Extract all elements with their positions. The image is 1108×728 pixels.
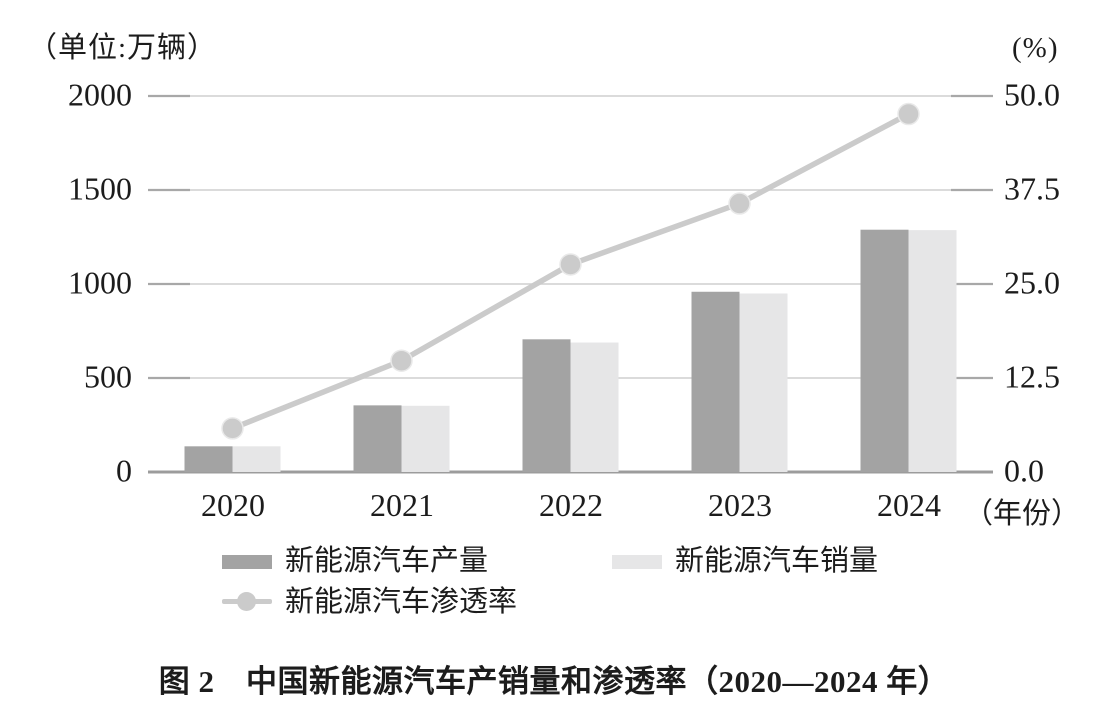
- right-axis-tick-12-5: 12.5: [1004, 358, 1060, 395]
- x-axis-label-2020: 2020: [201, 487, 265, 523]
- legend-label-production: 新能源汽车产量: [285, 545, 489, 577]
- left-axis-tick-1500: 1500: [68, 170, 132, 207]
- x-axis-label-2022: 2022: [539, 487, 603, 523]
- left-axis-tick-500: 500: [84, 358, 132, 395]
- legend-swatch-sales: [612, 555, 662, 569]
- right-axis-tick-25: 25.0: [1004, 264, 1060, 301]
- penetration-marker-2020: [221, 417, 244, 440]
- sales-bar-2021: [401, 405, 450, 472]
- sales-bar-2020: [232, 446, 281, 472]
- sales-bar-2024: [908, 230, 957, 472]
- x-axis-unit-label: （年份）: [964, 498, 1081, 530]
- legend-marker-penetration: [237, 592, 256, 611]
- right-axis-tick-50: 50.0: [1004, 76, 1060, 113]
- right-axis-tick-0: 0.0: [1004, 452, 1044, 489]
- left-axis-tick-0: 0: [116, 452, 132, 489]
- sales-bar-2022: [570, 342, 619, 472]
- penetration-marker-2023: [728, 192, 751, 215]
- figure-caption: 图 2 中国新能源汽车产销量和渗透率（2020—2024 年）: [158, 664, 950, 699]
- penetration-marker-2024: [897, 102, 920, 126]
- sales-bar-2023: [739, 293, 788, 472]
- left-axis-tick-2000: 2000: [68, 76, 132, 113]
- production-bar-2024: [860, 229, 909, 472]
- x-axis-label-2024: 2024: [877, 487, 941, 523]
- left-axis-unit-label: （单位:万辆）: [28, 32, 218, 64]
- x-axis-label-2021: 2021: [370, 487, 434, 523]
- production-bar-2021: [353, 405, 402, 472]
- legend-label-sales: 新能源汽车销量: [675, 545, 879, 577]
- right-axis-unit-label: (%): [1012, 32, 1059, 64]
- penetration-marker-2021: [390, 349, 413, 372]
- legend-label-penetration: 新能源汽车渗透率: [285, 586, 518, 618]
- left-axis-tick-1000: 1000: [68, 264, 132, 301]
- penetration-marker-2022: [559, 253, 582, 276]
- production-bar-2020: [184, 446, 233, 472]
- legend-swatch-production: [222, 555, 272, 569]
- right-axis-tick-37-5: 37.5: [1004, 170, 1060, 207]
- production-bar-2023: [691, 291, 740, 472]
- x-axis-label-2023: 2023: [708, 487, 772, 523]
- production-bar-2022: [522, 339, 571, 472]
- penetration-line: [229, 111, 912, 432]
